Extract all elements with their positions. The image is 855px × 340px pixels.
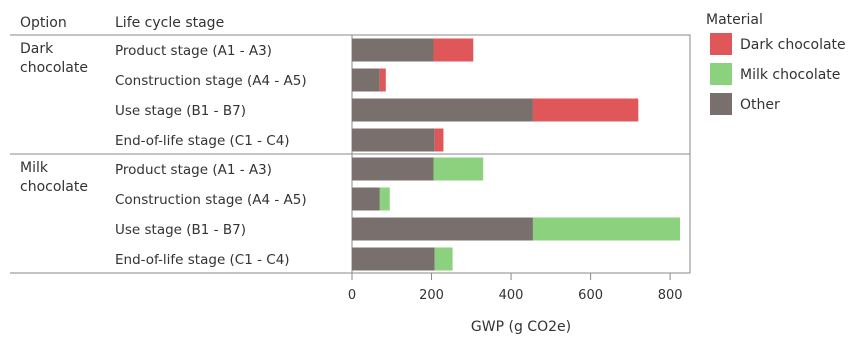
legend-label: Other [740,97,780,113]
stage-label: Product stage (A1 - A3) [115,43,272,59]
group-label-line: chocolate [20,179,88,195]
bar-material [434,247,453,271]
stage-label: Use stage (B1 - B7) [115,222,246,238]
legend-title: Material [706,12,763,28]
x-tick-label: 400 [499,288,524,303]
x-tick-label: 600 [578,288,603,303]
legend-swatch [710,93,732,115]
group-label-line: Dark [20,41,54,57]
bar-material [379,187,390,211]
stage-label: Construction stage (A4 - A5) [115,73,307,89]
plot-frame [351,34,691,274]
header-option: Option [20,15,67,31]
legend-label: Milk chocolate [740,67,840,83]
row-labels: Dark chocolate Product stage (A1 - A3) Cons… [20,41,307,268]
x-tick-label: 800 [658,288,683,303]
x-tick-label: 200 [419,288,444,303]
bar-other [352,217,533,241]
header-life-cycle-stage: Life cycle stage [115,15,224,31]
bar-material [379,68,386,92]
bar-material [433,157,484,181]
bars [352,38,681,271]
legend-swatch [710,33,732,55]
bar-material [433,38,474,62]
stage-label: End-of-life stage (C1 - C4) [115,252,290,268]
stage-label: Use stage (B1 - B7) [115,103,246,119]
bar-other [352,68,380,92]
x-axis-title: GWP (g CO2e) [471,319,571,335]
bar-other [352,187,380,211]
x-axis: 0 200 400 600 800 [348,273,683,303]
stage-label: Construction stage (A4 - A5) [115,192,307,208]
bar-other [352,98,533,122]
legend-label: Dark chocolate [740,37,846,53]
bar-other [352,38,434,62]
stage-label: End-of-life stage (C1 - C4) [115,133,290,149]
bar-other [352,247,435,271]
legend-swatch [710,63,732,85]
bar-other [352,128,435,152]
x-tick-label: 0 [348,288,356,303]
bar-other [352,157,434,181]
bar-material [434,128,444,152]
group-label-line: chocolate [20,60,88,76]
legend: Material Dark chocolate Milk chocolate Oth… [706,12,846,115]
group-label-line: Milk [20,160,49,176]
bar-material [532,98,639,122]
stage-label: Product stage (A1 - A3) [115,162,272,178]
bar-material [532,217,681,241]
